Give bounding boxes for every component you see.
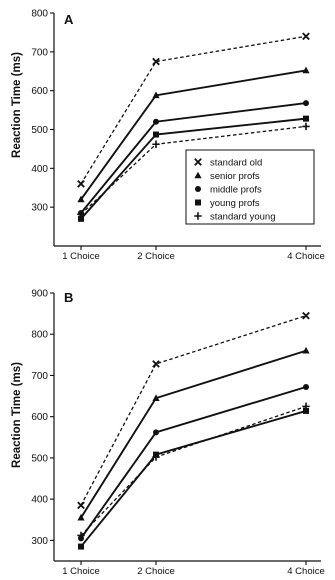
series-line [80,405,307,536]
series-standard-old [77,32,310,188]
legend-label: standard old [210,158,262,169]
legend-box [185,149,315,225]
data-point [302,32,310,41]
x-tick-label: 4 Choice [287,566,325,577]
data-point [152,360,160,368]
data-point [153,131,159,138]
series-senior-profs [77,346,310,521]
x-tick-label: 2 Choice [137,566,175,577]
y-tick-label: 800 [31,9,48,20]
y-tick-label: 700 [31,47,48,58]
legend-entry: standard young [194,212,276,223]
series-line [80,349,307,519]
series-standard-young [77,122,310,218]
series-line [80,315,307,506]
y-tick-label: 800 [31,330,48,341]
x-tick-label: 4 Choice [287,251,325,262]
panel-label: B [64,290,73,305]
y-tick-label: 900 [31,289,48,300]
series-middle-profs [78,384,309,542]
legend-marker [195,186,201,192]
x-tick-label: 1 Choice [62,251,100,262]
series-line [80,410,307,548]
data-point [303,407,309,414]
data-point [302,66,310,74]
data-point [303,384,309,391]
data-point [303,115,309,122]
legend: standard old senior profs middle profs youn… [185,149,315,225]
data-point [78,215,84,222]
y-tick-label: 400 [31,495,48,506]
data-point [77,501,85,510]
legend-entry: young profs [195,198,260,209]
data-point [152,57,160,66]
legend-label: middle profs [210,185,262,196]
data-point [302,402,310,411]
series-standard-young [77,402,310,540]
legend-label: standard young [210,212,276,223]
data-point [152,453,160,461]
legend-entry: standard old [194,158,262,169]
y-tick-label: 300 [31,536,48,547]
y-tick-label: 600 [31,412,48,423]
x-tick-label: 1 Choice [62,566,100,577]
legend-marker [195,199,201,206]
legend-label: young profs [210,198,260,209]
data-point [303,100,309,107]
series-young-profs [78,407,309,550]
y-tick-label: 300 [31,203,48,214]
x-tick-label: 2 Choice [137,251,175,262]
data-point [153,118,159,125]
data-point [78,543,84,550]
y-axis-label: Reaction Time (ms) [11,52,23,158]
series-young-profs [78,115,309,222]
chart-panel-b: 300 400 500 600 700 800 900 1 Choice 2 Choice 4 C… [11,289,325,578]
legend-marker [194,171,202,179]
data-point [153,429,159,436]
y-tick-label: 500 [31,453,48,464]
series-standard-old [77,311,310,510]
data-point [152,140,160,148]
y-tick-label: 700 [31,371,48,382]
data-point [77,210,85,218]
y-tick-label: 500 [31,125,48,136]
data-point [152,394,160,401]
data-point [302,346,310,354]
legend-label: senior profs [210,171,260,182]
panel-label: A [64,12,74,27]
data-point [302,311,310,320]
data-point [302,122,310,131]
series-senior-profs [77,66,310,203]
chart-panel-a: 300 400 500 600 700 800 1 Choice 2 Choice 4 Choi… [11,9,325,263]
y-tick-label: 600 [31,86,48,97]
data-point [77,513,85,521]
data-point [77,180,85,188]
y-tick-label: 400 [31,164,48,175]
data-point [77,531,85,540]
data-point [152,91,160,99]
legend-entry: middle profs [195,185,262,196]
y-axis-label: Reaction Time (ms) [11,362,23,468]
data-point [77,195,85,203]
legend-entry: senior profs [194,171,260,182]
legend-marker [194,158,202,166]
legend-marker [194,212,202,220]
